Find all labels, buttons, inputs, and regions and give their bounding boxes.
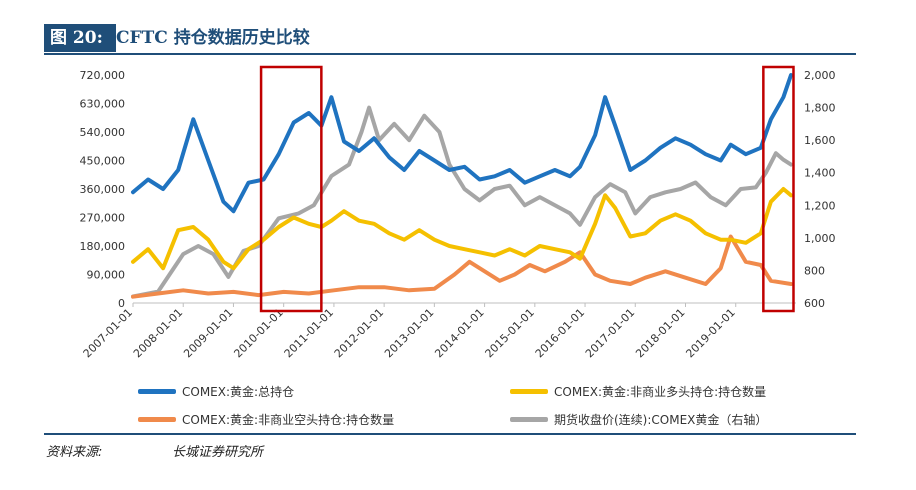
legend-swatch-long — [510, 389, 548, 394]
x-tick-label: 2018-01-01 — [633, 306, 687, 360]
y-left-tick-label: 270,000 — [80, 212, 126, 225]
y-left-tick-label: 360,000 — [80, 183, 126, 196]
x-tick-label: 2017-01-01 — [583, 306, 637, 360]
x-tick-label: 2012-01-01 — [332, 306, 386, 360]
y-right-tick-label: 2,000 — [804, 69, 836, 82]
y-right-tick-label: 1,800 — [804, 102, 836, 115]
legend-label-long: COMEX:黄金:非商业多头持仓:持仓数量 — [554, 385, 767, 399]
y-left-tick-label: 450,000 — [80, 155, 126, 168]
source-value: 长城证券研究所 — [172, 445, 264, 460]
x-tick-label: 2015-01-01 — [483, 306, 537, 360]
y-left-tick-label: 0 — [118, 297, 125, 310]
legend-swatch-price — [510, 417, 548, 422]
x-tick-label: 2009-01-01 — [181, 306, 235, 360]
y-right-tick-label: 1,600 — [804, 134, 836, 147]
x-tick-label: 2013-01-01 — [382, 306, 436, 360]
y-right-tick-label: 1,000 — [804, 232, 836, 245]
y-left-tick-label: 540,000 — [80, 126, 126, 139]
highlight-group — [259, 65, 795, 313]
x-tick-label: 2014-01-01 — [432, 306, 486, 360]
top-divider — [44, 53, 856, 55]
legend-price: 期货收盘价(连续):COMEX黄金（右轴） — [510, 411, 767, 428]
x-tick-label: 2019-01-01 — [683, 306, 737, 360]
legend-swatch-short — [138, 417, 176, 422]
x-tick-label: 2008-01-01 — [131, 306, 185, 360]
x-tick-label: 2016-01-01 — [533, 306, 587, 360]
bottom-divider — [44, 433, 856, 435]
legend-long: COMEX:黄金:非商业多头持仓:持仓数量 — [510, 383, 766, 400]
chart-title: CFTC 持仓数据历史比较 — [116, 28, 310, 48]
y-right-tick-label: 800 — [804, 264, 825, 277]
legend-total: COMEX:黄金:总持仓 — [138, 383, 294, 400]
x-tick-label: 2007-01-01 — [81, 306, 135, 360]
y-left-tick-label: 630,000 — [80, 98, 126, 111]
highlight-box-0 — [259, 65, 323, 313]
series-line-2 — [131, 234, 793, 299]
y-right-tick-label: 1,200 — [804, 199, 836, 212]
x-tick-label: 2010-01-01 — [231, 306, 285, 360]
gold-position-chart: 0 90,000 180,000 270,000 360,000 450,000 540,0… — [80, 65, 836, 360]
legend-label-total: COMEX:黄金:总持仓 — [182, 385, 295, 399]
y-right-tick-label: 600 — [804, 297, 825, 310]
series-line-3 — [131, 105, 793, 299]
y-left-tick-label: 720,000 — [80, 69, 126, 82]
legend-label-short: COMEX:黄金:非商业空头持仓:持仓数量 — [182, 413, 395, 427]
y-left-tick-label: 180,000 — [80, 240, 126, 253]
axes-group: 0 90,000 180,000 270,000 360,000 450,000 540,0… — [80, 69, 836, 360]
source-label: 资料来源: — [46, 445, 103, 460]
series-group — [131, 73, 793, 299]
series-line-0 — [131, 73, 793, 214]
y-left-tick-label: 90,000 — [87, 269, 126, 282]
x-tick-label: 2011-01-01 — [282, 306, 336, 360]
legend-label-price: 期货收盘价(连续):COMEX黄金（右轴） — [554, 413, 768, 427]
legend-swatch-total — [138, 389, 176, 394]
figure-number: 图 20: — [44, 24, 116, 52]
legend-short: COMEX:黄金:非商业空头持仓:持仓数量 — [138, 411, 394, 428]
y-right-tick-label: 1,400 — [804, 167, 836, 180]
series-line-1 — [131, 187, 793, 271]
highlight-box-1 — [762, 65, 795, 313]
